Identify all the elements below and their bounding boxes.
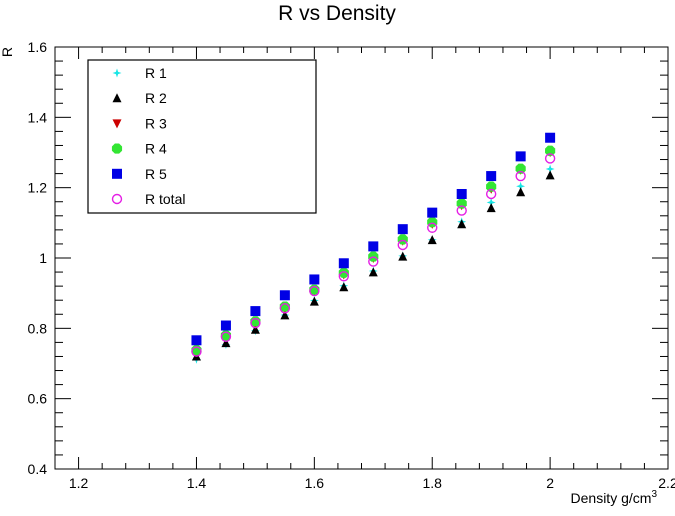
tick-labels: 1.2 1.4 1.6 1.8 2 2.2 0.4 0.6 0.8 1 1.2 1.4 1.6 bbox=[28, 39, 675, 491]
legend-label: R 1 bbox=[145, 65, 167, 81]
data-point bbox=[250, 306, 261, 317]
data-point bbox=[309, 285, 320, 297]
series-r-5 bbox=[191, 132, 556, 346]
legend-box bbox=[87, 59, 317, 214]
x-axis-label: Density g/cm3 bbox=[571, 489, 658, 506]
x-axis-label-text: Density g/cm bbox=[571, 490, 652, 506]
legend-marker bbox=[112, 93, 122, 103]
data-point bbox=[456, 205, 467, 216]
legend-label: R total bbox=[145, 191, 185, 207]
data-point bbox=[427, 235, 437, 245]
data-point bbox=[309, 296, 319, 306]
data-point bbox=[515, 151, 526, 162]
legend-label: R 2 bbox=[145, 90, 167, 106]
y-tick-label: 0.6 bbox=[28, 391, 48, 407]
data-point bbox=[486, 181, 497, 192]
data-point bbox=[191, 346, 202, 357]
data-point bbox=[280, 310, 290, 320]
y-axis-label: R bbox=[0, 47, 15, 57]
data-point bbox=[397, 224, 408, 235]
data-point bbox=[545, 145, 556, 156]
data-point bbox=[368, 256, 379, 267]
data-point bbox=[220, 320, 231, 331]
y-tick-label: 1.2 bbox=[28, 180, 48, 196]
x-tick-label: 1.6 bbox=[305, 475, 325, 491]
data-point bbox=[427, 217, 438, 228]
data-point bbox=[250, 317, 261, 329]
y-tick-label: 0.4 bbox=[28, 461, 48, 477]
x-tick-label: 1.2 bbox=[69, 475, 89, 491]
x-tick-label: 2.2 bbox=[658, 475, 675, 491]
data-point bbox=[427, 207, 438, 218]
data-points bbox=[191, 132, 556, 364]
y-tick-label: 1 bbox=[39, 250, 47, 266]
data-point bbox=[368, 267, 378, 277]
data-point bbox=[545, 164, 555, 174]
data-point bbox=[515, 163, 526, 174]
data-point bbox=[486, 197, 496, 207]
data-point bbox=[486, 171, 497, 182]
data-point bbox=[309, 274, 320, 285]
data-point bbox=[516, 187, 526, 197]
y-tick-label: 0.8 bbox=[28, 320, 48, 336]
chart-title: R vs Density bbox=[278, 2, 396, 25]
data-point bbox=[516, 181, 526, 191]
x-tick-label: 2 bbox=[546, 475, 554, 491]
legend-marker bbox=[112, 168, 122, 179]
legend-marker bbox=[112, 119, 122, 129]
data-point bbox=[368, 241, 379, 252]
data-point bbox=[545, 132, 556, 143]
legend-marker bbox=[112, 68, 122, 78]
x-tick-label: 1.4 bbox=[187, 475, 207, 491]
data-point bbox=[544, 153, 556, 164]
data-point bbox=[220, 331, 232, 342]
legend: R 1 R 2 R 3 R 4 R 5 R total bbox=[87, 59, 317, 214]
data-point bbox=[485, 188, 497, 200]
data-point bbox=[397, 234, 408, 245]
axis-ticks bbox=[54, 46, 669, 470]
data-point bbox=[545, 170, 555, 180]
data-point bbox=[279, 290, 290, 301]
legend-label: R 4 bbox=[145, 141, 167, 157]
data-point bbox=[338, 258, 349, 269]
data-point bbox=[397, 239, 408, 251]
data-point bbox=[515, 170, 526, 182]
data-point bbox=[339, 282, 349, 292]
data-point bbox=[338, 271, 350, 282]
data-point bbox=[486, 203, 496, 213]
data-point bbox=[457, 219, 467, 229]
legend-label: R 3 bbox=[145, 115, 167, 131]
data-point bbox=[398, 251, 408, 261]
x-axis-label-superscript: 3 bbox=[651, 489, 657, 500]
data-point bbox=[279, 303, 291, 314]
legend-marker bbox=[111, 143, 123, 154]
data-point bbox=[338, 267, 349, 278]
legend-marker bbox=[111, 193, 123, 205]
data-point bbox=[250, 324, 260, 334]
data-point bbox=[456, 188, 467, 199]
data-point bbox=[191, 335, 202, 346]
y-tick-label: 1.6 bbox=[28, 39, 48, 55]
data-point bbox=[221, 338, 231, 348]
x-tick-label: 1.8 bbox=[422, 475, 442, 491]
data-point bbox=[427, 222, 438, 233]
series-r-total bbox=[191, 153, 556, 357]
legend-label: R 5 bbox=[145, 166, 167, 182]
y-tick-label: 1.4 bbox=[28, 109, 48, 125]
